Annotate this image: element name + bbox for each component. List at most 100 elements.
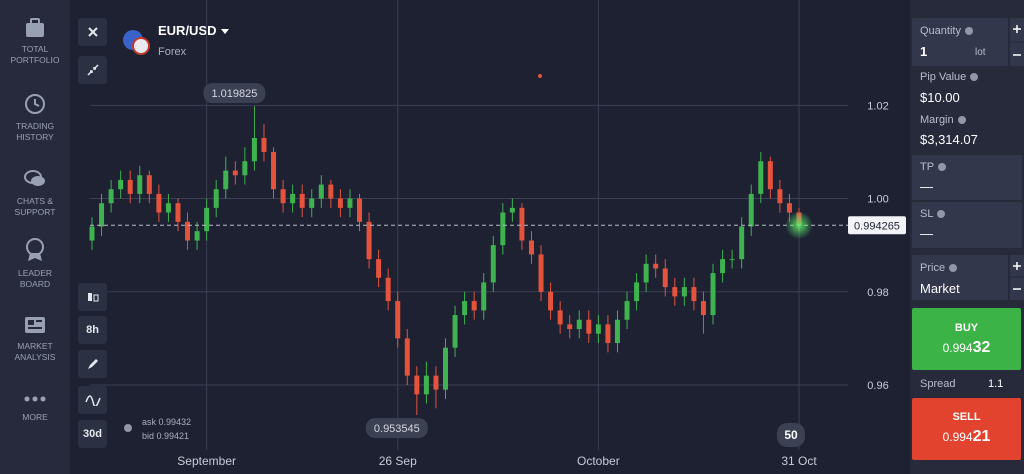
nav-item[interactable]: TOTAL PORTFOLIO <box>0 18 70 66</box>
text: Pip Value <box>920 71 967 83</box>
candle-body <box>99 203 105 227</box>
instrument-name[interactable]: EUR/USD <box>158 23 217 38</box>
instrument-market: Forex <box>158 46 187 58</box>
candle-body <box>662 268 668 288</box>
nav-label: LEADER BOARD <box>17 268 52 289</box>
x-tick-label: 26 Sep <box>379 454 417 468</box>
candle-body <box>242 161 248 176</box>
candle-body <box>767 161 773 190</box>
nav-label: TOTAL PORTFOLIO <box>10 44 60 65</box>
sl: — <box>920 226 933 241</box>
candle-body <box>681 287 687 297</box>
price-input[interactable] <box>912 255 1008 300</box>
nav-item[interactable]: MORE <box>0 392 70 423</box>
candle-body <box>586 319 592 334</box>
price-stepper[interactable] <box>1010 255 1024 300</box>
candle-body <box>557 310 563 325</box>
y-tick-label: 0.98 <box>867 287 888 299</box>
collapse-button[interactable] <box>78 56 107 84</box>
quantity-stepper[interactable] <box>1010 18 1024 66</box>
price-main: 0.994 <box>942 341 973 355</box>
dropdown-arrow[interactable] <box>221 29 229 34</box>
candle-body <box>156 193 162 213</box>
buy-button[interactable]: BUY 0.99432 <box>912 308 1021 370</box>
candle-body <box>538 254 544 292</box>
nav-label: MARKET ANALYSIS <box>14 341 56 362</box>
candle-body <box>739 226 745 260</box>
indicator-button[interactable] <box>78 386 107 414</box>
candle-body <box>385 277 391 302</box>
candle-body <box>175 203 181 222</box>
chart: EUR/USD Forex ask 0.99432 bid 0.99421 50… <box>89 0 906 468</box>
icon <box>25 317 45 333</box>
candle-body <box>595 324 601 334</box>
candle-body <box>194 231 200 241</box>
sell-button[interactable]: SELL 0.99421 <box>912 398 1021 460</box>
quantity-input[interactable] <box>912 18 1008 66</box>
chart-type-button[interactable] <box>78 283 107 311</box>
timeframe-button[interactable]: 8h <box>78 316 107 344</box>
label: Quantity <box>920 25 973 37</box>
unit: lot <box>975 47 986 58</box>
nav-item[interactable]: CHATS & SUPPORT <box>0 168 70 218</box>
candle-body <box>462 301 468 316</box>
y-tick-label: 0.96 <box>867 380 888 392</box>
candle-body <box>165 203 171 213</box>
candle-body <box>605 324 611 344</box>
candle-body <box>366 221 372 260</box>
pip-value: $10.00 <box>920 90 960 105</box>
badge[interactable]: 50 <box>784 428 798 442</box>
x-tick-label: September <box>177 454 236 468</box>
candle-body <box>624 301 630 320</box>
candle-body <box>481 282 487 311</box>
candle-body <box>729 259 735 261</box>
price-pips: 32 <box>972 339 991 356</box>
candle-body <box>328 184 334 199</box>
sl-input[interactable] <box>912 202 1022 248</box>
price-marker: 0.953545 <box>374 423 420 435</box>
nav-label: MORE <box>22 412 48 422</box>
candle-body <box>213 189 219 208</box>
candle-body <box>490 245 496 283</box>
spread-label: Spread <box>920 378 956 390</box>
price: Market <box>920 281 960 296</box>
tp-input[interactable] <box>912 155 1022 200</box>
close-button[interactable] <box>78 18 107 46</box>
buy-label: BUY <box>954 322 979 334</box>
y-tick-label: 1.02 <box>867 100 888 112</box>
price-marker-bg <box>203 83 266 104</box>
draw-button[interactable] <box>78 350 107 378</box>
quantity: 1 <box>920 44 928 59</box>
bid: bid 0.99421 <box>142 431 189 441</box>
badge-bg[interactable] <box>777 423 805 447</box>
candle-body <box>691 287 697 302</box>
candle-body <box>443 347 448 390</box>
dot <box>538 74 542 78</box>
candle-body <box>710 273 716 316</box>
candle-body <box>395 301 401 339</box>
text: Price <box>920 262 946 274</box>
nav-item[interactable]: LEADER BOARD <box>0 238 70 290</box>
candle-body <box>223 170 229 190</box>
nav-item[interactable]: MARKET ANALYSIS <box>0 315 70 363</box>
nav-label: TRADING HISTORY <box>15 121 55 142</box>
nav-item[interactable]: TRADING HISTORY <box>0 93 70 143</box>
icon <box>24 396 46 402</box>
candle-body <box>271 151 277 190</box>
y-tick-label: 1.00 <box>867 194 888 206</box>
candle-body <box>146 175 152 194</box>
flag-us <box>132 37 150 55</box>
candle-body <box>748 193 754 227</box>
icon <box>26 238 44 261</box>
range-button[interactable]: 30d <box>78 420 107 448</box>
candle-body <box>758 161 764 194</box>
tp: — <box>920 179 933 194</box>
candle-body <box>777 189 783 204</box>
candle-body <box>548 291 554 311</box>
x-tick-label: October <box>577 454 620 468</box>
price-marker-bg <box>365 418 428 439</box>
help-icon[interactable] <box>124 424 132 432</box>
price-marker: 1.019825 <box>211 88 257 100</box>
candle-body <box>357 198 363 222</box>
candle-body <box>720 259 726 274</box>
